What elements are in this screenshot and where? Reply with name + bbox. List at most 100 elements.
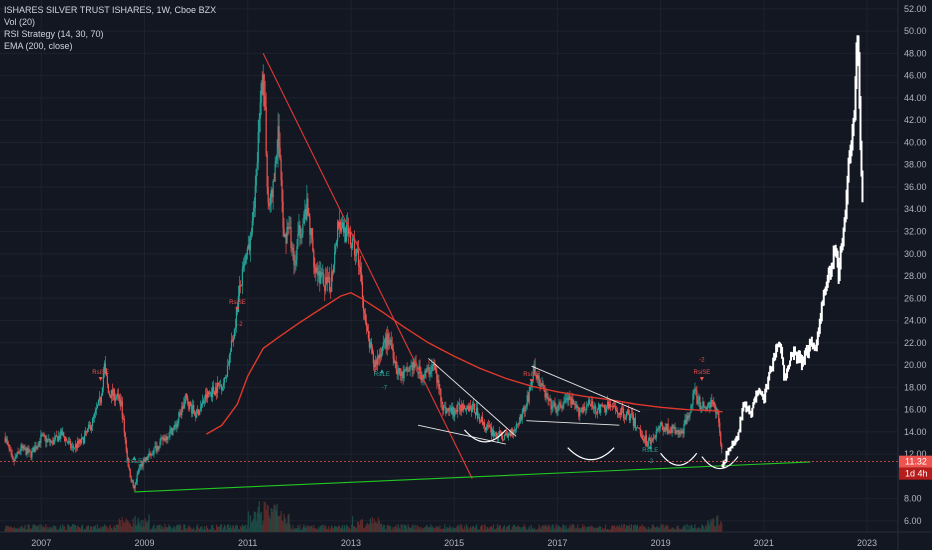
candle-body [26, 447, 28, 455]
candle-body [591, 400, 593, 407]
candle-body [96, 405, 99, 409]
volume-bar [49, 526, 51, 532]
candle-body [263, 74, 265, 96]
legend-title[interactable]: ISHARES SILVER TRUST ISHARES, 1W, Cboe B… [4, 5, 217, 15]
candle-body [351, 238, 354, 249]
cup-arc [567, 447, 615, 461]
signal-label: -2 [648, 459, 654, 465]
candle-body [541, 383, 543, 386]
volume-bar [681, 529, 683, 532]
candle-body [590, 404, 592, 407]
candle-body [380, 354, 382, 358]
volume-bar [539, 526, 541, 532]
volume-bar [143, 526, 145, 532]
volume-bar [41, 525, 43, 532]
volume-bar [707, 519, 709, 532]
candle-body [436, 373, 438, 383]
volume-bar [550, 529, 552, 532]
volume-bar [235, 524, 238, 532]
volume-bar [130, 526, 132, 532]
price-axis[interactable]: 52.0050.0048.0046.0044.0042.0040.0038.00… [904, 4, 927, 526]
volume-bar [280, 510, 282, 532]
candle-body [460, 410, 462, 412]
candle-body [127, 457, 129, 467]
time-axis[interactable]: 2007 2009 2011 2013 2015 2017 2019 2021 2023 [31, 538, 877, 548]
volume-bar [317, 529, 319, 532]
candle-body [672, 425, 674, 428]
volume-bar [611, 525, 614, 532]
volume-bar [677, 525, 679, 532]
volume-bar [504, 529, 506, 532]
candle-body [604, 405, 606, 409]
volume-bar [503, 525, 505, 532]
candle-body [496, 435, 499, 438]
candle-body [400, 374, 402, 376]
volume-bar [112, 527, 114, 532]
pattern-line [428, 358, 517, 437]
volume-bar [165, 526, 167, 532]
volume-bar [87, 525, 90, 532]
candle-body [533, 365, 535, 372]
candle-body [706, 406, 708, 410]
volume-bar [294, 528, 296, 532]
candle-body [312, 238, 314, 251]
candle-body [536, 374, 538, 379]
volume-bar [391, 527, 393, 532]
volume-bar [708, 522, 710, 532]
volume-bar [37, 525, 39, 532]
volume-bar [147, 520, 149, 532]
volume-bar [414, 524, 416, 532]
volume-bar [158, 525, 160, 532]
volume-bar [241, 524, 243, 532]
volume-bar [674, 528, 676, 532]
candle-body [135, 482, 137, 485]
volume-bar [279, 515, 281, 532]
volume-bar [62, 524, 64, 532]
legend-strategy[interactable]: RSI Strategy (14, 30, 70) [4, 29, 104, 39]
legend-ema[interactable]: EMA (200, close) [4, 41, 73, 51]
volume-bar [135, 526, 137, 532]
volume-bar [99, 526, 102, 532]
volume-bar [609, 529, 612, 532]
candle-body [366, 326, 369, 332]
volume-bar [140, 519, 142, 532]
volume-bar [306, 527, 308, 532]
legend-volume[interactable]: Vol (20) [4, 17, 36, 27]
candle-body [182, 406, 184, 409]
candle-body [297, 233, 299, 247]
volume-bar [315, 528, 317, 532]
volume-bar [295, 528, 297, 532]
candle-body [441, 401, 443, 405]
volume-bar [210, 529, 212, 532]
candle-body [126, 450, 128, 458]
projection-bar [855, 42, 858, 90]
volume-bar [321, 525, 323, 532]
candle-body [240, 285, 242, 287]
volume-bar [506, 526, 508, 532]
candle-body [395, 361, 397, 370]
volume-bar [377, 517, 379, 532]
candle-body [453, 407, 455, 417]
candle-body [306, 198, 308, 220]
volume-bar [716, 516, 718, 532]
volume-bar [536, 529, 538, 532]
volume-bar [59, 527, 61, 532]
volume-bar [77, 525, 79, 532]
volume-bar [287, 515, 289, 532]
volume-bar [616, 525, 619, 532]
volume-bar [152, 526, 154, 532]
volume-bar [493, 529, 496, 532]
candle-body [356, 249, 359, 251]
volume-bar [468, 529, 470, 532]
candle-body [44, 435, 46, 438]
projection-bar [815, 339, 818, 352]
candle-body [43, 434, 45, 436]
candle-body [477, 417, 480, 419]
projection-bar [851, 124, 854, 151]
candle-body [381, 346, 383, 355]
volume-bar [60, 525, 62, 532]
candle-body [80, 437, 83, 444]
volume-bar [691, 525, 693, 532]
volume-bar [253, 511, 255, 532]
